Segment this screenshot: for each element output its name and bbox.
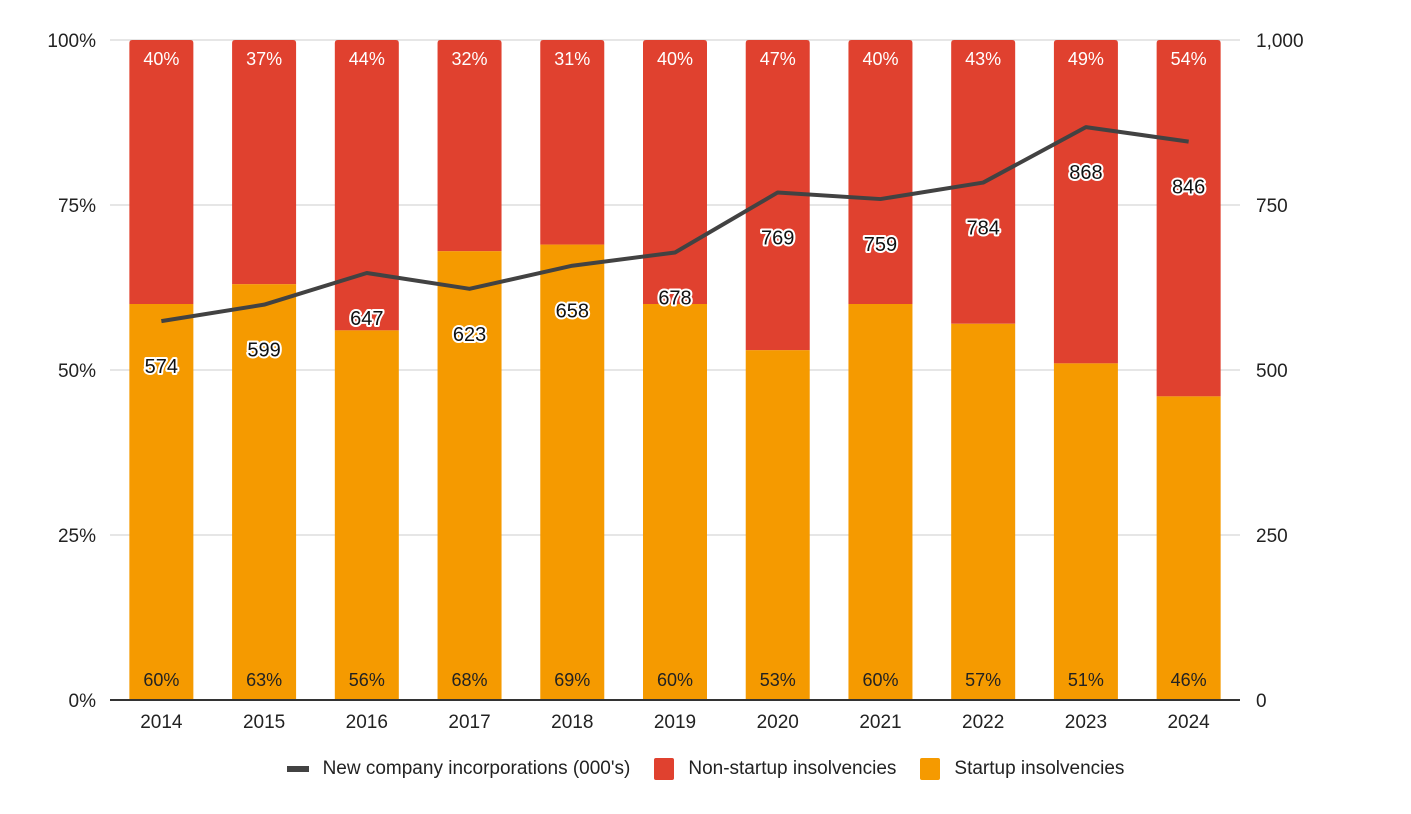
legend-label: Startup insolvencies — [954, 758, 1125, 779]
x-tick-label: 2019 — [654, 712, 696, 733]
left-tick-label: 75% — [58, 196, 96, 217]
data-label-incorporations: 658 — [556, 301, 589, 323]
data-label-startup: 60% — [862, 670, 898, 690]
data-label-incorporations: 846 — [1172, 177, 1205, 199]
data-label-incorporations: 574 — [145, 356, 178, 378]
data-label-non-startup: 40% — [657, 49, 693, 69]
legend-swatch-icon — [920, 758, 941, 780]
legend: New company incorporations (000's) Non-s… — [0, 758, 1411, 780]
right-tick-label: 500 — [1256, 361, 1288, 382]
data-label-non-startup: 54% — [1171, 49, 1207, 69]
right-tick-label: 750 — [1256, 196, 1288, 217]
data-label-incorporations: 868 — [1069, 162, 1102, 184]
right-tick-label: 0 — [1256, 691, 1267, 712]
data-label-non-startup: 40% — [862, 49, 898, 69]
data-label-startup: 57% — [965, 670, 1001, 690]
data-label-incorporations: 599 — [247, 340, 280, 362]
right-tick-label: 1,000 — [1256, 31, 1304, 52]
x-tick-label: 2020 — [757, 712, 799, 733]
data-label-non-startup: 44% — [349, 49, 385, 69]
legend-item-incorporations[interactable]: New company incorporations (000's) — [286, 758, 631, 780]
bars: 40% 60% 37% 63% 44% 56% 32% 68% 31% 69% 40% 60% 47% 5… — [129, 40, 1221, 700]
data-label-non-startup: 49% — [1068, 49, 1104, 69]
data-label-startup: 63% — [246, 670, 282, 690]
data-label-non-startup: 31% — [554, 49, 590, 69]
bar-non-startup — [232, 40, 297, 285]
x-tick-label: 2018 — [551, 712, 593, 733]
bar-startup — [745, 350, 810, 700]
bar-startup — [540, 244, 605, 700]
x-tick-label: 2024 — [1167, 712, 1210, 733]
bar-non-startup — [129, 40, 194, 304]
x-axis: 2014 2015 2016 2017 2018 2019 2020 2021 2022 2023… — [140, 712, 1210, 733]
left-tick-label: 25% — [58, 526, 96, 547]
bar-startup — [951, 323, 1016, 700]
bar-non-startup — [643, 40, 707, 304]
x-tick-label: 2016 — [346, 712, 388, 733]
bar-startup — [232, 284, 297, 700]
legend-swatch-icon — [654, 758, 675, 780]
bar-non-startup — [437, 40, 502, 252]
data-label-incorporations: 769 — [761, 227, 794, 249]
bar-non-startup — [540, 40, 605, 245]
bar-startup — [129, 304, 194, 700]
bar-startup — [643, 304, 707, 700]
data-label-non-startup: 37% — [246, 49, 282, 69]
right-axis: 0 250 500 750 1,000 — [1256, 31, 1304, 712]
data-label-startup: 69% — [554, 670, 590, 690]
legend-label: New company incorporations (000's) — [322, 758, 631, 779]
left-tick-label: 50% — [58, 361, 96, 382]
bar-non-startup — [848, 40, 913, 304]
bar-startup — [848, 304, 913, 700]
data-label-incorporations: 678 — [658, 288, 691, 310]
data-label-non-startup: 40% — [143, 49, 179, 69]
data-label-startup: 46% — [1171, 670, 1207, 690]
x-tick-label: 2023 — [1065, 712, 1107, 733]
legend-item-startup[interactable]: Startup insolvencies — [920, 758, 1124, 780]
bar-startup — [437, 251, 502, 700]
x-tick-label: 2017 — [448, 712, 490, 733]
data-label-incorporations: 623 — [453, 324, 486, 346]
bar-non-startup — [1053, 40, 1118, 364]
x-tick-label: 2015 — [243, 712, 285, 733]
bar-startup — [1053, 363, 1118, 700]
data-label-non-startup: 47% — [760, 49, 796, 69]
data-label-startup: 56% — [349, 670, 385, 690]
line-series: 574 599 647 623 658 678 769 759 784 868 846 — [143, 125, 1207, 380]
data-label-startup: 68% — [452, 670, 488, 690]
data-label-startup: 53% — [760, 670, 796, 690]
bar-non-startup — [334, 40, 399, 331]
x-tick-label: 2014 — [140, 712, 183, 733]
legend-item-non-startup[interactable]: Non-startup insolvencies — [654, 758, 896, 780]
data-label-non-startup: 32% — [452, 49, 488, 69]
left-tick-label: 0% — [69, 691, 97, 712]
data-label-incorporations: 647 — [350, 308, 383, 330]
bar-non-startup — [1156, 40, 1221, 397]
bar-startup — [1156, 396, 1221, 700]
x-tick-label: 2021 — [859, 712, 901, 733]
data-label-non-startup: 43% — [965, 49, 1001, 69]
legend-line-marker-icon — [286, 766, 309, 772]
bar-non-startup — [745, 40, 810, 351]
data-label-incorporations: 759 — [864, 234, 897, 256]
data-label-startup: 60% — [143, 670, 179, 690]
right-tick-label: 250 — [1256, 526, 1288, 547]
x-tick-label: 2022 — [962, 712, 1004, 733]
bar-startup — [334, 330, 399, 700]
data-label-startup: 60% — [657, 670, 693, 690]
left-tick-label: 100% — [47, 31, 96, 52]
left-axis: 0% 25% 50% 75% 100% — [47, 31, 96, 712]
legend-label: Non-startup insolvencies — [688, 758, 897, 779]
data-label-incorporations: 784 — [966, 218, 999, 240]
data-label-startup: 51% — [1068, 670, 1104, 690]
